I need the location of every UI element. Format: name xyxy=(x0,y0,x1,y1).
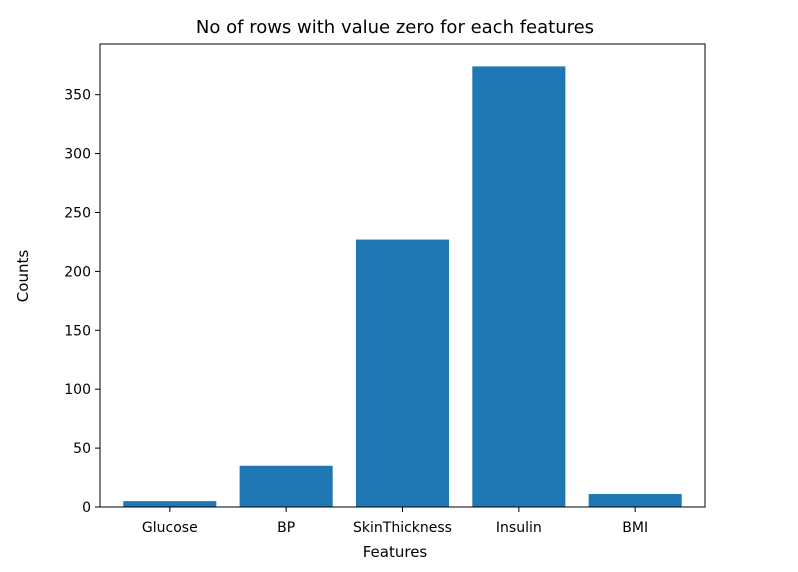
x-ticks-group: Glucose BP SkinThickness Insulin BMI xyxy=(142,507,648,536)
x-tick-label: Glucose xyxy=(142,520,198,536)
bars-group xyxy=(123,66,682,508)
y-tick-label: 0 xyxy=(82,500,91,516)
bar-insulin xyxy=(472,66,566,508)
y-tick-label: 300 xyxy=(64,147,91,163)
x-tick-label: BMI xyxy=(622,520,648,536)
plot-frame xyxy=(99,43,706,508)
x-tick-label: Insulin xyxy=(496,520,542,536)
y-tick-label: 50 xyxy=(73,441,91,457)
y-axis-label: Counts xyxy=(14,250,32,303)
y-tick-label: 100 xyxy=(64,382,91,398)
bar-skinthickness xyxy=(355,239,450,507)
bar-glucose xyxy=(123,501,217,507)
x-tick-label: BP xyxy=(277,520,295,536)
bar-bmi xyxy=(588,494,682,507)
y-tick-label: 350 xyxy=(64,88,91,104)
y-tick-label: 250 xyxy=(64,205,91,221)
x-axis-label: Features xyxy=(363,543,428,561)
bar-bp xyxy=(239,465,333,507)
y-tick-label: 150 xyxy=(64,323,91,339)
chart-title: No of rows with value zero for each feat… xyxy=(196,17,594,38)
x-tick-label: SkinThickness xyxy=(353,520,452,536)
y-ticks-group: 0 50 100 150 200 250 300 350 xyxy=(64,88,100,516)
y-tick-label: 200 xyxy=(64,264,91,280)
